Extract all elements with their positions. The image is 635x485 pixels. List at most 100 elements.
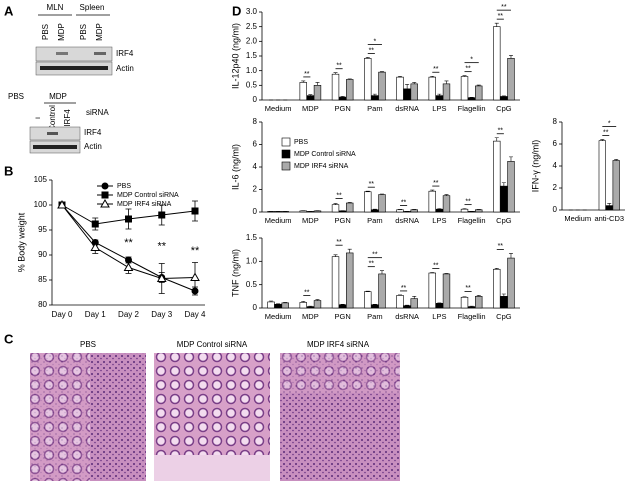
marker — [101, 182, 109, 190]
y-tick-label: 0.5 — [246, 280, 258, 289]
x-tick-label: MDP — [302, 312, 319, 321]
x-tick-label: Day 1 — [85, 310, 106, 319]
y-tick-label: 1.0 — [246, 256, 258, 265]
bar — [338, 210, 347, 213]
y-tick-label: 105 — [34, 175, 48, 184]
bar — [493, 26, 501, 101]
blot-row-label: IRF4 — [116, 49, 134, 58]
bar — [428, 76, 436, 101]
bar — [442, 273, 451, 309]
marker — [125, 215, 132, 223]
x-tick-label: MDP — [302, 216, 319, 225]
y-tick-label: 3.0 — [246, 7, 258, 16]
bar — [507, 257, 515, 309]
x-tick-label: dsRNA — [395, 312, 419, 321]
bar — [274, 303, 282, 309]
error-bar — [501, 95, 506, 97]
y-tick-label: 100 — [34, 200, 48, 209]
blot-group: MLN — [47, 3, 64, 12]
error-bar — [430, 189, 435, 192]
y-tick-label: 80 — [38, 300, 47, 309]
significance: ** — [372, 252, 378, 259]
blot — [35, 46, 113, 62]
marker — [90, 242, 101, 251]
error-bar — [476, 295, 481, 297]
y-tick-label: 8 — [553, 117, 558, 126]
bar — [500, 296, 508, 309]
lane-label: PBS — [41, 24, 50, 40]
legend-label: PBS — [117, 183, 131, 190]
bar — [467, 97, 476, 101]
x-tick-label: Medium — [564, 214, 591, 223]
x-tick-label: anti-CD3 — [594, 214, 624, 223]
band — [94, 52, 106, 55]
legend-label: MDP IRF4 siRNA — [294, 163, 349, 170]
error-bar — [301, 301, 306, 303]
error-bar — [508, 253, 513, 259]
band — [40, 66, 108, 70]
significance: ** — [401, 199, 407, 206]
bar — [442, 83, 451, 101]
error-bar — [405, 84, 410, 89]
y-tick-label: 4 — [253, 162, 258, 171]
bar — [346, 252, 354, 309]
bar — [331, 256, 340, 309]
error-bar — [398, 75, 403, 78]
bar — [460, 76, 469, 101]
bar — [428, 272, 436, 309]
significance: ** — [465, 285, 471, 292]
y-tick-label: 2 — [253, 185, 258, 194]
bar — [460, 296, 469, 309]
bar — [475, 296, 483, 309]
error-bar — [437, 93, 442, 96]
y-axis-label: % Body weight — [16, 212, 26, 272]
error-bar — [379, 193, 384, 195]
bar — [338, 96, 347, 101]
bar — [500, 185, 508, 213]
lane-label: PBS — [79, 24, 88, 40]
significance: ** — [369, 47, 375, 54]
y-tick-label: 95 — [38, 225, 47, 234]
bar — [500, 96, 508, 101]
y-tick-label: 4 — [553, 161, 558, 170]
bar — [299, 210, 307, 213]
bar — [428, 190, 436, 213]
y-tick-label: 6 — [553, 139, 558, 148]
significance: ** — [498, 13, 504, 20]
error-bar — [476, 84, 481, 86]
y-tick-label: 1.5 — [246, 51, 258, 60]
bar — [378, 194, 386, 213]
marker — [190, 272, 200, 281]
error-bar — [614, 159, 619, 161]
marker — [191, 207, 199, 215]
x-tick-label: Flagellin — [458, 312, 486, 321]
y-tick-label: 0 — [553, 205, 558, 214]
y-tick-label: 1.5 — [246, 233, 258, 242]
bar — [507, 161, 515, 213]
bar — [364, 191, 372, 213]
bar — [299, 302, 307, 309]
bar — [507, 58, 515, 101]
significance: ** — [304, 289, 310, 296]
error-bar — [365, 57, 370, 59]
significance: * — [374, 38, 377, 45]
marker — [158, 211, 166, 219]
significance: ** — [304, 71, 310, 78]
error-bar — [347, 78, 352, 80]
significance: ** — [603, 129, 609, 136]
error-bar — [379, 71, 384, 73]
error-bar — [308, 94, 313, 96]
legend-label: MDP Control siRNA — [117, 192, 179, 199]
error-bar — [372, 93, 377, 96]
lane-label: MDP — [57, 23, 66, 41]
significance: ** — [433, 262, 439, 269]
error-bar — [494, 268, 499, 270]
y-axis-label: IL-12p40 (ng/ml) — [230, 23, 240, 89]
significance: * — [608, 120, 611, 127]
legend-swatch — [281, 161, 291, 171]
significance: ** — [498, 128, 504, 135]
blot-row-label: IRF4 — [84, 128, 102, 137]
bar — [371, 304, 379, 309]
y-axis-label: TNF (ng/ml) — [230, 249, 240, 297]
y-tick-label: 8 — [253, 117, 258, 126]
